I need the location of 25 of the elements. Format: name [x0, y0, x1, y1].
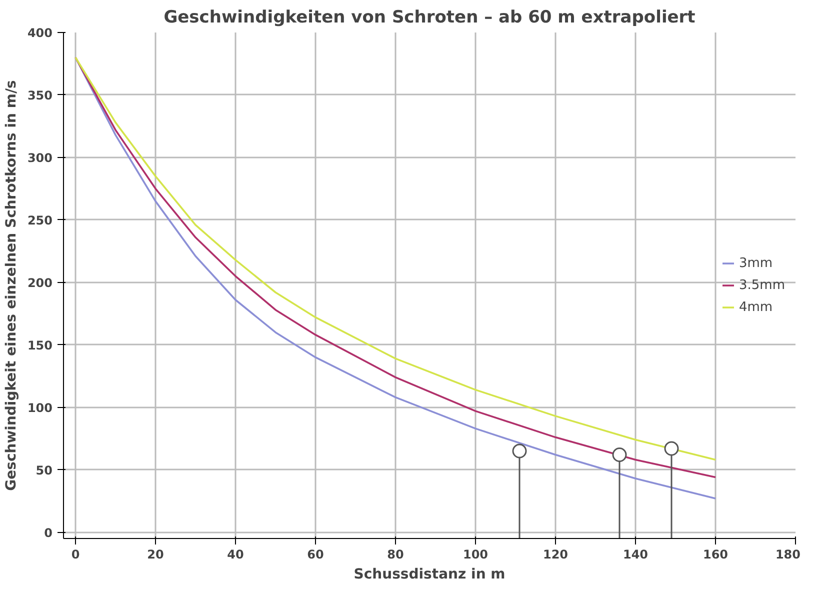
x-tick-label: 40	[227, 548, 244, 562]
x-tick-label: 60	[307, 548, 324, 562]
y-tick-label: 100	[27, 400, 53, 415]
x-tick-label: 140	[622, 548, 648, 562]
x-tick-label: 100	[462, 548, 488, 562]
legend-label: 3mm	[738, 256, 773, 270]
x-tick-label: 20	[147, 548, 164, 562]
y-tick-label: 350	[27, 88, 53, 102]
y-tick-label: 400	[27, 26, 53, 40]
x-tick-label: 160	[702, 548, 728, 562]
y-tick-label: 0	[44, 526, 53, 540]
x-tick-label: 180	[775, 548, 801, 562]
y-tick-label: 250	[27, 213, 53, 228]
legend-label: 3.5mm	[738, 278, 785, 292]
legend-label: 4mm	[738, 300, 773, 314]
x-axis-title: Schussdistanz in m	[354, 566, 506, 582]
y-tick-label: 200	[27, 276, 53, 290]
y-tick-label: 300	[27, 150, 53, 165]
y-tick-label: 50	[36, 463, 53, 478]
y-axis-title: Geschwindigkeit eines einzelnen Schrotkorns in m/s	[3, 80, 20, 491]
x-tick-label: 120	[542, 548, 568, 562]
x-tick-label: 0	[71, 548, 80, 562]
x-tick-label: 80	[387, 548, 404, 562]
y-tick-label: 150	[27, 338, 53, 352]
chart-title: Geschwindigkeiten von Schroten – ab 60 m extrapoliert	[164, 8, 696, 28]
